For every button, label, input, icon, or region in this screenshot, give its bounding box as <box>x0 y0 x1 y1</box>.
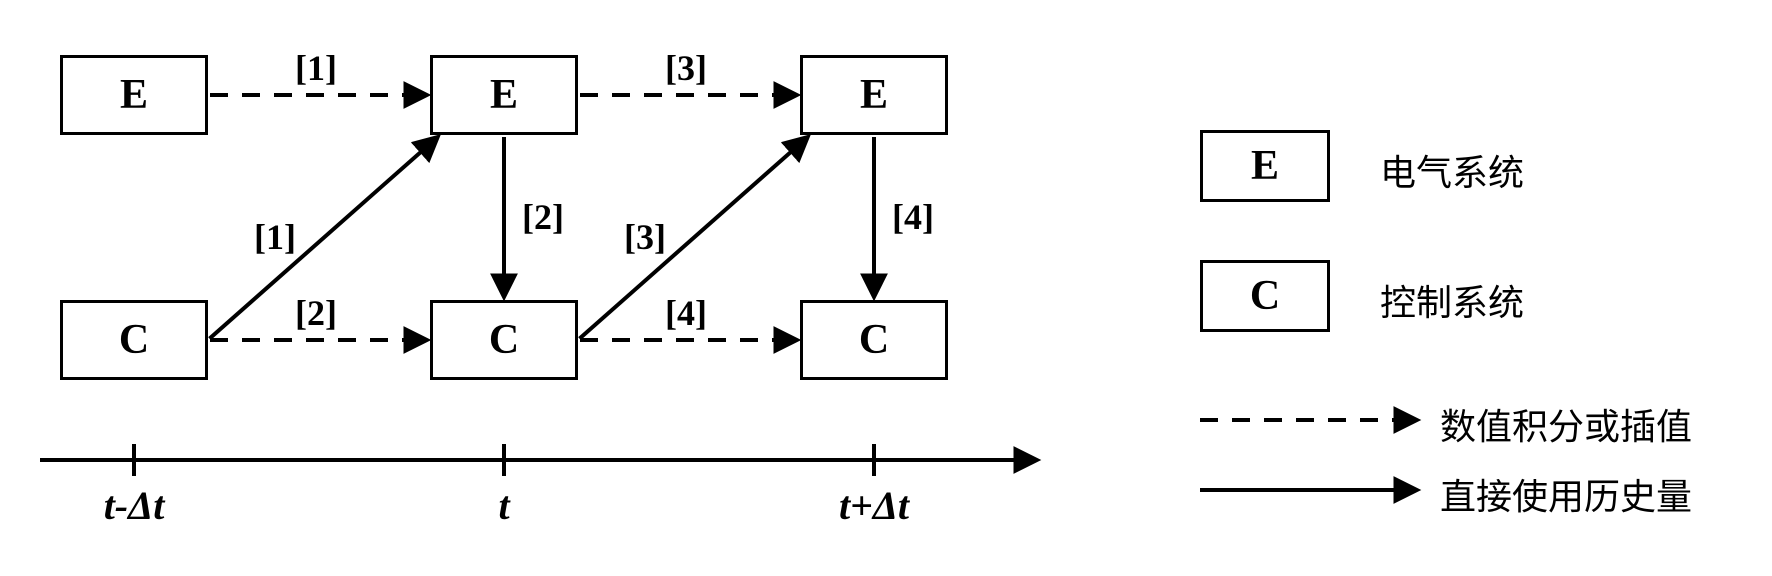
legend-label: 数值积分或插值 <box>1440 398 1692 450</box>
edge-label: [2] <box>295 292 337 334</box>
node-label: C <box>119 316 149 364</box>
edge-label: [2] <box>522 196 564 238</box>
node-label: E <box>860 71 888 119</box>
node-label: C <box>489 316 519 364</box>
edge-label: [1] <box>254 216 296 258</box>
axis-tick-label: t <box>454 482 554 529</box>
legend-label: 直接使用历史量 <box>1440 468 1692 520</box>
axis-tick-label: t-Δt <box>84 482 184 529</box>
legend-box-letter: C <box>1250 272 1280 320</box>
edge-label: [4] <box>665 292 707 334</box>
legend-box: E <box>1200 130 1330 202</box>
node-C2: C <box>430 300 578 380</box>
legend-box: C <box>1200 260 1330 332</box>
node-label: E <box>490 71 518 119</box>
axis-tick-label: t+Δt <box>824 482 924 529</box>
node-E2: E <box>430 55 578 135</box>
legend-label: 控制系统 <box>1380 274 1524 326</box>
diagram-container: E E E C C C [1] [1] [2] [2] [3] [3] [4] [4] t-Δt t t+Δt E… <box>0 0 1772 576</box>
node-label: C <box>859 316 889 364</box>
node-C3: C <box>800 300 948 380</box>
edge-label: [4] <box>892 196 934 238</box>
node-E1: E <box>60 55 208 135</box>
legend-box-letter: E <box>1251 142 1279 190</box>
node-label: E <box>120 71 148 119</box>
node-C1: C <box>60 300 208 380</box>
node-E3: E <box>800 55 948 135</box>
edge-label: [3] <box>624 216 666 258</box>
edge-label: [3] <box>665 47 707 89</box>
legend-label: 电气系统 <box>1380 144 1524 196</box>
edge-label: [1] <box>295 47 337 89</box>
